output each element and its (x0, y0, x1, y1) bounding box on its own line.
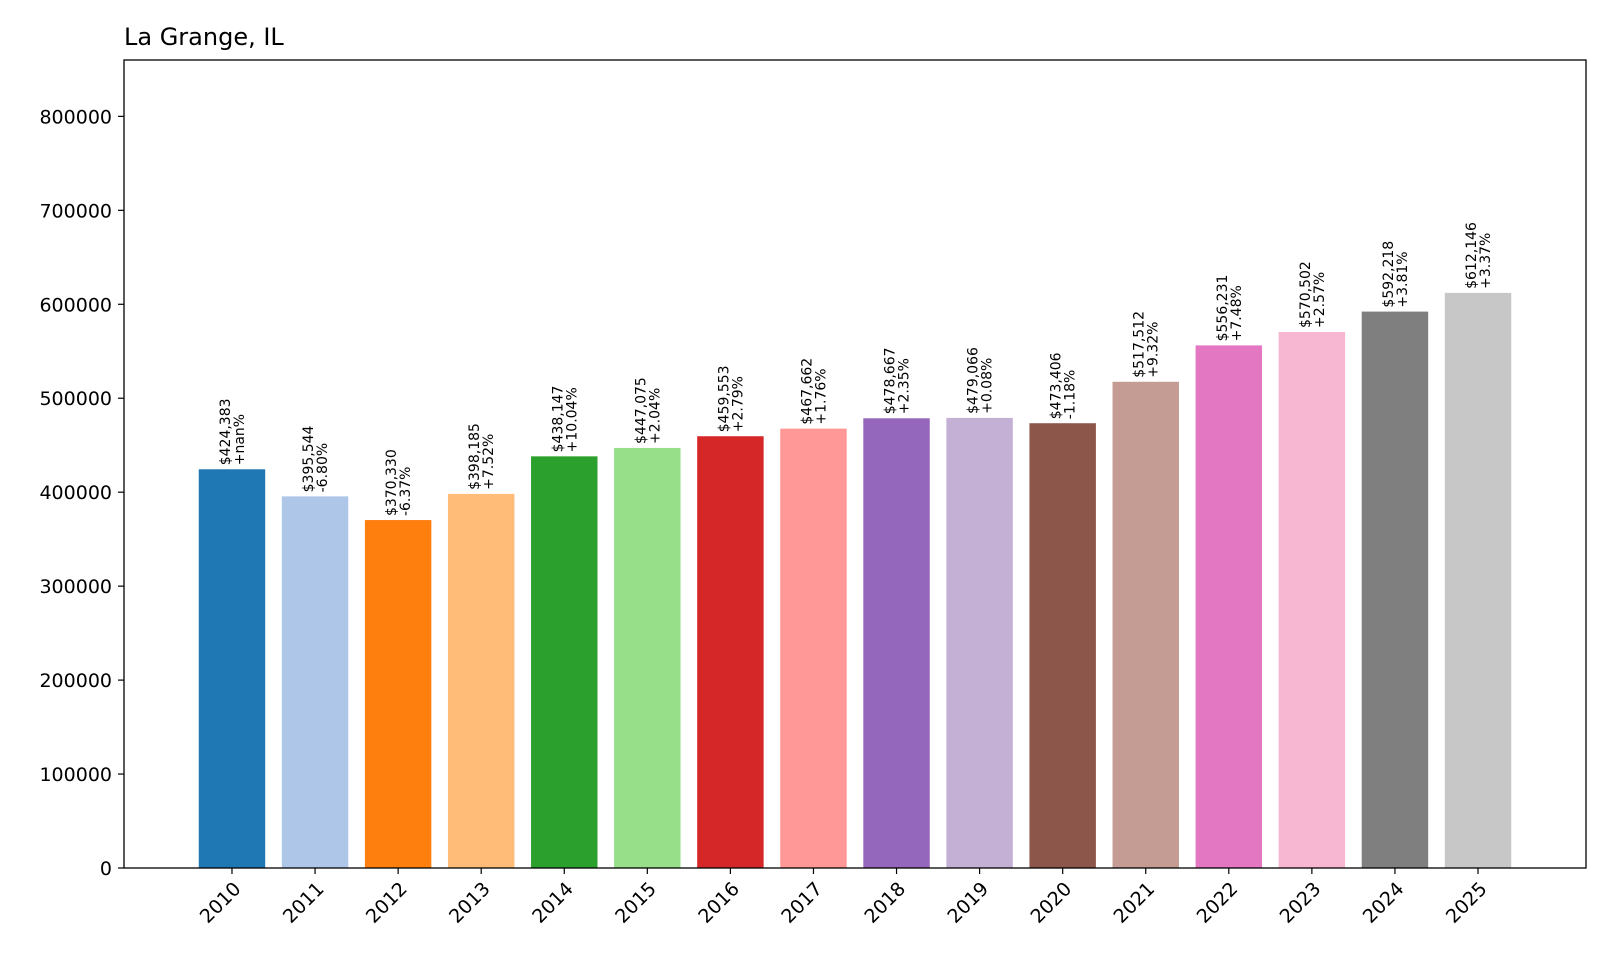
bar-annotation-2011: $395,544-6.80% (301, 425, 331, 492)
x-tick-label: 2013 (445, 878, 495, 928)
bar-annotation-2015: $447,075+2.04% (633, 377, 663, 444)
chart-title: La Grange, IL (124, 23, 284, 51)
bar-value-label: $556,231 (1215, 275, 1231, 342)
y-tick-label: 200000 (39, 670, 112, 692)
bar-2014 (531, 456, 598, 868)
bar-annotation-2014: $438,147+10.04% (550, 386, 580, 453)
bar-change-label: +7.52% (481, 434, 497, 490)
bar-change-label: +2.57% (1312, 272, 1328, 328)
x-tick-label: 2018 (860, 878, 910, 928)
x-tick-label: 2025 (1442, 878, 1492, 928)
bar-2011 (281, 496, 349, 868)
bar-2023 (1278, 331, 1346, 868)
x-tick-label: 2010 (196, 878, 246, 928)
y-tick-label: 800000 (39, 106, 112, 128)
x-tick-label: 2012 (362, 878, 412, 928)
x-tick-label: 2014 (528, 878, 578, 928)
x-tick-label: 2021 (1110, 878, 1160, 928)
bar-annotation-2022: $556,231+7.48% (1215, 275, 1245, 342)
bar-2021 (1112, 381, 1179, 868)
x-tick-label: 2011 (279, 878, 329, 928)
bar-change-label: +3.37% (1478, 233, 1494, 289)
y-tick-label: 300000 (39, 576, 112, 598)
plot-frame (123, 59, 1587, 869)
bar-value-label: $592,218 (1381, 241, 1397, 308)
bar-value-label: $517,512 (1132, 311, 1148, 378)
bar-change-label: +9.32% (1146, 322, 1162, 378)
bar-2019 (946, 417, 1013, 868)
bar-change-label: -1.18% (1063, 370, 1079, 420)
bar-2010 (198, 469, 266, 868)
bar-2013 (447, 493, 515, 868)
bar-change-label: +2.04% (647, 388, 663, 444)
bar-value-label: $447,075 (633, 377, 649, 444)
x-tick-label: 2020 (1026, 878, 1076, 928)
bar-annotation-2025: $612,146+3.37% (1464, 222, 1494, 289)
x-tick-label: 2016 (694, 878, 744, 928)
y-axis: 0 100000 200000 300000 400000 500000 600000 700… (39, 106, 124, 880)
bar-change-label: +0.08% (980, 358, 996, 414)
bar-annotation-2018: $478,667+2.35% (883, 347, 913, 414)
x-tick-label: 2019 (943, 878, 993, 928)
y-tick-label: 100000 (39, 764, 112, 786)
bar-value-label: $570,502 (1298, 261, 1314, 328)
bar-2012 (364, 520, 432, 868)
y-tick-label: 500000 (39, 388, 112, 410)
bar-value-label: $473,406 (1049, 352, 1065, 419)
bar-value-label: $438,147 (550, 386, 566, 453)
bar-2015 (614, 447, 681, 868)
x-axis: 2010 2011 2012 2013 2014 2015 2016 2017 2018 2019… (196, 868, 1492, 928)
bar-value-label: $459,553 (716, 365, 732, 432)
x-tick-label: 2015 (611, 878, 661, 928)
bars: $424,383+nan% $395,544-6.80% $370,330-6.37… (198, 222, 1512, 868)
bar-2017 (780, 428, 847, 868)
y-tick-label: 600000 (39, 294, 112, 316)
bar-2024 (1361, 311, 1429, 868)
y-tick-label: 400000 (39, 482, 112, 504)
x-tick-label: 2023 (1276, 878, 1326, 928)
x-tick-label: 2017 (777, 878, 827, 928)
bar-value-label: $395,544 (301, 425, 317, 492)
bar-value-label: $479,066 (966, 347, 982, 414)
bar-annotation-2013: $398,185+7.52% (467, 423, 497, 490)
bar-change-label: +3.81% (1395, 251, 1411, 307)
bar-2022 (1195, 345, 1263, 868)
bar-annotation-2017: $467,662+1.76% (799, 358, 829, 425)
bar-value-label: $478,667 (883, 347, 899, 414)
bar-2020 (1029, 423, 1096, 868)
bar-change-label: +7.48% (1229, 285, 1245, 341)
bar-value-label: $612,146 (1464, 222, 1480, 289)
bar-2018 (863, 418, 930, 868)
bar-annotation-2024: $592,218+3.81% (1381, 241, 1411, 308)
bar-2016 (697, 436, 764, 868)
bar-change-label: -6.37% (398, 467, 414, 517)
bar-2025 (1444, 292, 1512, 868)
bar-annotation-2019: $479,066+0.08% (966, 347, 996, 414)
bar-annotation-2016: $459,553+2.79% (716, 365, 746, 432)
bar-annotation-2012: $370,330-6.37% (384, 449, 414, 516)
bar-value-label: $398,185 (467, 423, 483, 490)
bar-change-label: +10.04% (564, 387, 580, 452)
bar-change-label: +2.79% (730, 376, 746, 432)
y-tick-label: 0 (100, 858, 112, 880)
x-tick-label: 2024 (1359, 878, 1409, 928)
bar-annotation-2023: $570,502+2.57% (1298, 261, 1328, 328)
bar-change-label: +2.35% (897, 358, 913, 414)
bar-change-label: +nan% (232, 414, 248, 465)
bar-annotation-2020: $473,406-1.18% (1049, 352, 1079, 419)
bar-change-label: -6.80% (315, 443, 331, 493)
y-tick-label: 700000 (39, 200, 112, 222)
x-tick-label: 2022 (1193, 878, 1243, 928)
bar-value-label: $370,330 (384, 449, 400, 516)
bar-annotation-2010: $424,383+nan% (218, 398, 248, 465)
bar-change-label: +1.76% (813, 368, 829, 424)
bar-annotation-2021: $517,512+9.32% (1132, 311, 1162, 378)
bar-value-label: $467,662 (799, 358, 815, 425)
bar-value-label: $424,383 (218, 398, 234, 465)
